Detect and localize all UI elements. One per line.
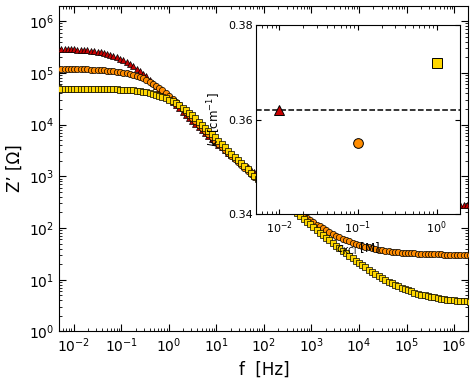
Y-axis label: Z’ [Ω]: Z’ [Ω] (6, 145, 24, 192)
X-axis label: f  [Hz]: f [Hz] (238, 361, 289, 379)
